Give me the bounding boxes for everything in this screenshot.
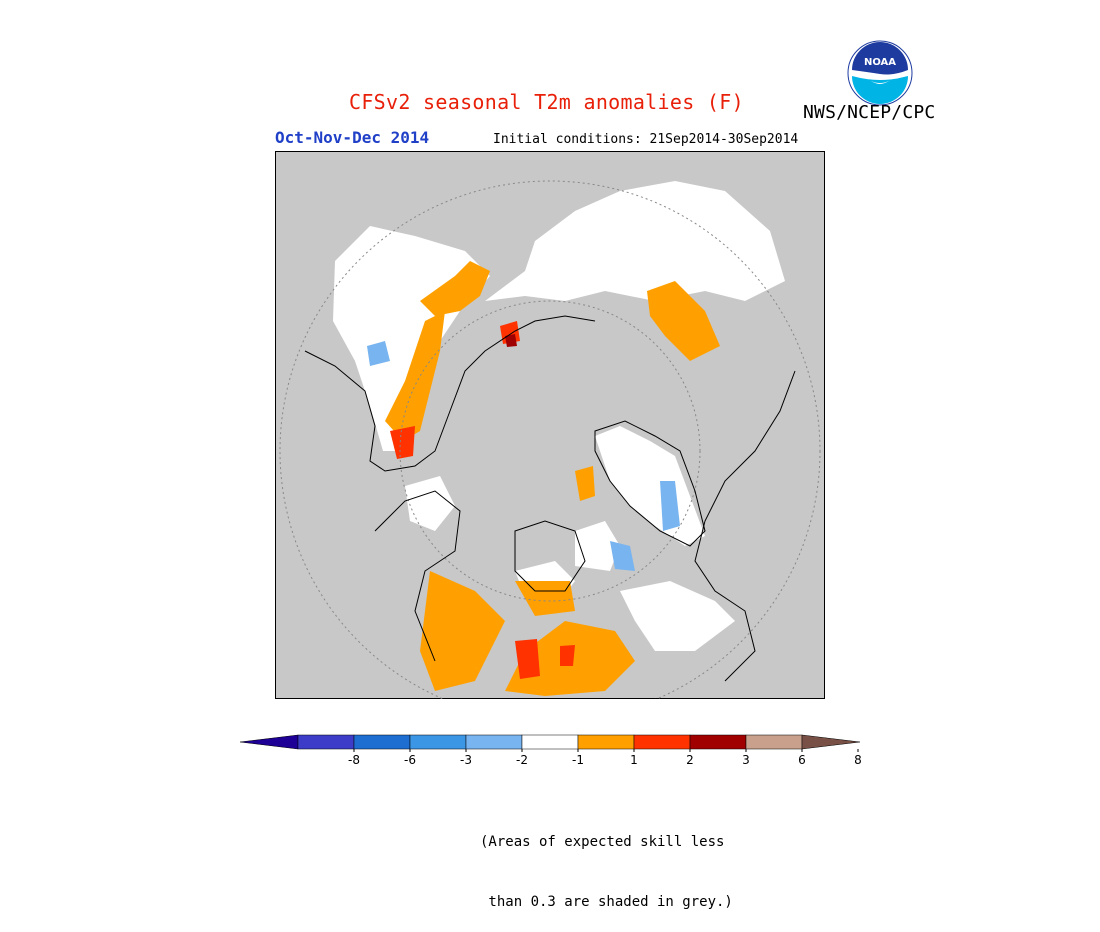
- coastline-north-america: [304, 315, 596, 472]
- white-land-arctic-canada: [575, 521, 620, 571]
- logo-lower-cyan: [852, 76, 908, 104]
- map-horizon-circle: [279, 180, 821, 699]
- colorbar-arrow-high: [801, 734, 861, 750]
- colorbar-swatch: [521, 734, 579, 750]
- coastlines: [304, 315, 796, 682]
- colorbar-tick-label: -1: [572, 753, 584, 767]
- anomaly-lightblue: [367, 341, 680, 571]
- anomaly-blue-tibet: [610, 541, 635, 571]
- anomaly-arctic-islands: [575, 466, 595, 501]
- white-land-asia-south: [620, 581, 735, 651]
- colorbar-tick-label: -8: [348, 753, 360, 767]
- anomaly-west-canada: [420, 261, 490, 316]
- colorbar: -8 -6 -3 -2 -1 1 2 3 6 8: [239, 734, 862, 767]
- colorbar-tick-label: -6: [404, 753, 416, 767]
- anomaly-red-siberia: [515, 639, 540, 679]
- colorbar-tick-label: 3: [742, 753, 750, 767]
- initial-conditions: Initial conditions: 21Sep2014-30Sep2014: [493, 132, 799, 147]
- forecast-period: Oct-Nov-Dec 2014: [275, 128, 430, 147]
- chart-title: CFSv2 seasonal T2m anomalies (F): [349, 90, 744, 114]
- colorbar-swatch: [633, 734, 691, 750]
- colorbar-tick-label: 2: [686, 753, 694, 767]
- anomaly-darkred-arctic: [505, 334, 517, 347]
- anomaly-blue-greenland: [660, 481, 680, 531]
- logo-text: NOAA: [864, 57, 896, 68]
- colorbar-swatch: [409, 734, 467, 750]
- anomaly-scandinavia: [515, 581, 575, 616]
- coastline-europe: [374, 490, 461, 662]
- noaa-logo: NOAA: [847, 40, 913, 106]
- colorbar-swatch: [745, 734, 803, 750]
- white-land-europe-north: [405, 476, 455, 531]
- colorbar-tick-label: 1: [630, 753, 638, 767]
- colorbar-tick-label: 6: [798, 753, 806, 767]
- colorbar-swatch: [297, 734, 355, 750]
- colorbar-arrow-low: [239, 734, 299, 750]
- polar-map: [275, 151, 825, 699]
- anomaly-east-canada: [647, 281, 720, 361]
- anomaly-red-siberia-east: [560, 645, 575, 666]
- skill-note: (Areas of expected skill less than 0.3 a…: [480, 792, 733, 932]
- colorbar-labels: -8 -6 -3 -2 -1 1 2 3 6 8: [348, 749, 862, 767]
- anomaly-darkred: [505, 334, 517, 347]
- anomaly-alaska: [385, 311, 445, 441]
- colorbar-tick-label: -2: [516, 753, 528, 767]
- white-land-east-siberia: [485, 181, 785, 301]
- colorbar-tick-label: 8: [854, 753, 862, 767]
- skill-note-line-1: (Areas of expected skill less: [480, 834, 725, 850]
- colorbar-swatch: [689, 734, 747, 750]
- coastline-eurasia: [694, 370, 796, 682]
- logo-upper-blue: [852, 42, 908, 75]
- anomaly-red-alaska: [390, 426, 415, 459]
- coastline-greenland: [594, 420, 706, 547]
- colorbar-swatch: [577, 734, 635, 750]
- anomaly-north-europe: [420, 571, 505, 691]
- anomaly-blue-canada: [367, 341, 390, 366]
- colorbar-tick-label: -3: [460, 753, 472, 767]
- skill-note-line-2: than 0.3 are shaded in grey.): [480, 894, 733, 910]
- coastline-arctic-islands: [514, 520, 586, 592]
- latitude-circle: [399, 300, 701, 602]
- colorbar-swatch: [465, 734, 523, 750]
- colorbar-swatch: [353, 734, 411, 750]
- colorbar-swatches: [239, 734, 861, 750]
- agency-label: NWS/NCEP/CPC: [803, 102, 936, 123]
